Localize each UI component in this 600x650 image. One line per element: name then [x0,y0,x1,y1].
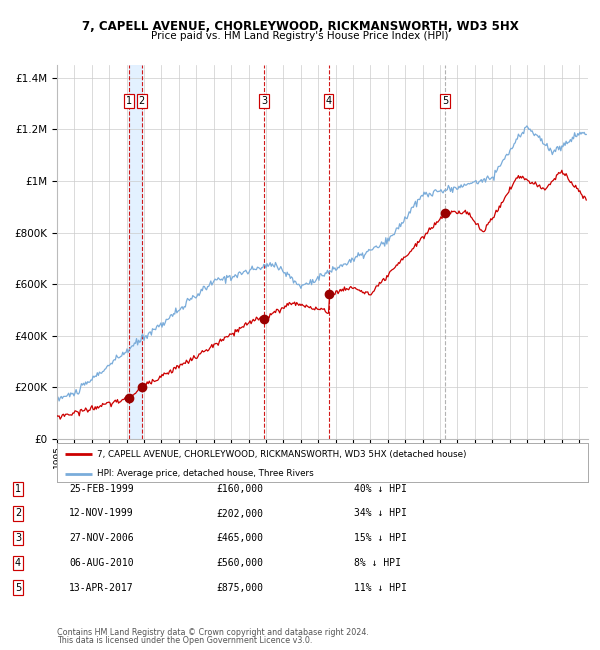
Text: 2: 2 [139,96,145,106]
Bar [129,65,142,439]
Text: Contains HM Land Registry data © Crown copyright and database right 2024.: Contains HM Land Registry data © Crown c… [57,628,369,637]
Text: 7, CAPELL AVENUE, CHORLEYWOOD, RICKMANSWORTH, WD3 5HX (detached house): 7, CAPELL AVENUE, CHORLEYWOOD, RICKMANSW… [97,450,466,459]
Text: Price paid vs. HM Land Registry's House Price Index (HPI): Price paid vs. HM Land Registry's House … [151,31,449,41]
Text: 11% ↓ HPI: 11% ↓ HPI [354,582,407,593]
Text: £875,000: £875,000 [216,582,263,593]
Text: 06-AUG-2010: 06-AUG-2010 [69,558,134,568]
Text: 1: 1 [15,484,21,494]
Text: 4: 4 [326,96,332,106]
Text: 8% ↓ HPI: 8% ↓ HPI [354,558,401,568]
Text: £560,000: £560,000 [216,558,263,568]
Text: 27-NOV-2006: 27-NOV-2006 [69,533,134,543]
Text: 25-FEB-1999: 25-FEB-1999 [69,484,134,494]
Text: 40% ↓ HPI: 40% ↓ HPI [354,484,407,494]
Text: 4: 4 [15,558,21,568]
Text: £160,000: £160,000 [216,484,263,494]
Text: 3: 3 [15,533,21,543]
Text: £465,000: £465,000 [216,533,263,543]
Text: £202,000: £202,000 [216,508,263,519]
Text: HPI: Average price, detached house, Three Rivers: HPI: Average price, detached house, Thre… [97,469,314,478]
Text: 3: 3 [261,96,267,106]
Text: 2: 2 [15,508,21,519]
Text: 13-APR-2017: 13-APR-2017 [69,582,134,593]
Text: 7, CAPELL AVENUE, CHORLEYWOOD, RICKMANSWORTH, WD3 5HX: 7, CAPELL AVENUE, CHORLEYWOOD, RICKMANSW… [82,20,518,32]
Text: 1: 1 [126,96,133,106]
Text: 5: 5 [15,582,21,593]
Text: 15% ↓ HPI: 15% ↓ HPI [354,533,407,543]
Text: This data is licensed under the Open Government Licence v3.0.: This data is licensed under the Open Gov… [57,636,313,645]
Text: 34% ↓ HPI: 34% ↓ HPI [354,508,407,519]
Text: 12-NOV-1999: 12-NOV-1999 [69,508,134,519]
Text: 5: 5 [442,96,448,106]
